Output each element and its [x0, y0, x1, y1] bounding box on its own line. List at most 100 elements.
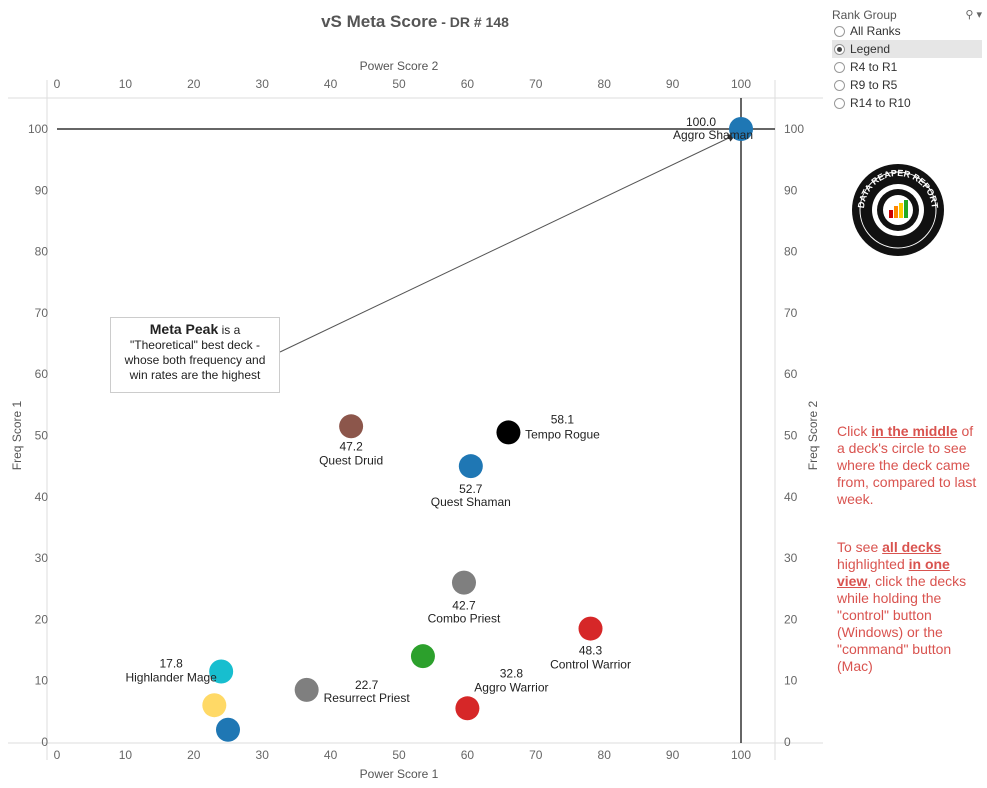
point-score-label: 100.0 — [686, 115, 716, 129]
data-point[interactable] — [458, 454, 483, 479]
filter-option-label: R9 to R5 — [850, 78, 898, 92]
radio-button[interactable] — [834, 97, 845, 109]
data-point[interactable] — [578, 616, 603, 641]
meta-peak-callout: Meta Peak is a "Theoretical" best deck -… — [110, 317, 280, 393]
radio-button[interactable] — [834, 79, 845, 91]
y-tick-label-right: 50 — [784, 429, 798, 443]
y-tick-label-right: 90 — [784, 183, 798, 197]
data-point[interactable] — [209, 659, 234, 684]
point-name-label: Combo Priest — [428, 612, 501, 626]
filter-option[interactable]: R14 to R10 — [832, 94, 982, 112]
filter-option-label: All Ranks — [850, 24, 901, 38]
x-tick-label-top: 70 — [529, 77, 543, 91]
point-score-label: 42.7 — [452, 599, 476, 613]
filter-option[interactable]: R9 to R5 — [832, 76, 982, 94]
filter-header: Rank Group ⚲ ▾ — [832, 8, 982, 22]
x-tick-label-bottom: 30 — [256, 748, 270, 762]
data-point[interactable] — [410, 644, 435, 669]
x-tick-label-bottom: 20 — [187, 748, 201, 762]
dropdown-icon[interactable]: ▾ — [976, 9, 982, 21]
search-icon[interactable]: ⚲ — [965, 9, 974, 21]
data-point[interactable] — [451, 570, 476, 595]
x-tick-label-top: 60 — [461, 77, 475, 91]
note2-c: highlighted — [837, 556, 909, 572]
data-point[interactable] — [729, 117, 753, 141]
callout-line1: is a — [218, 323, 241, 337]
note1-c: of a deck's circle to see where the deck… — [837, 423, 977, 507]
y-tick-label-left: 20 — [35, 612, 49, 626]
y-tick-label-left: 50 — [35, 429, 49, 443]
y-tick-label-right: 30 — [784, 551, 798, 565]
click-instructions: Click in the middle of a deck's circle t… — [837, 423, 982, 508]
chart-title-sub: - DR # 148 — [437, 14, 509, 30]
data-point[interactable] — [202, 693, 227, 718]
y-tick-label-left: 90 — [35, 183, 49, 197]
y-axis-title: Freq Score 1 — [10, 400, 24, 470]
callout-line4: win rates are the highest — [129, 368, 261, 382]
point-name-label: Control Warrior — [550, 658, 631, 672]
y-tick-label-left: 40 — [35, 490, 49, 504]
y-tick-label-left: 80 — [35, 245, 49, 259]
filter-icons: ⚲ ▾ — [965, 8, 982, 22]
point-name-label: Tempo Rogue — [525, 427, 600, 441]
x-tick-label-top: 40 — [324, 77, 338, 91]
y-tick-label-right: 40 — [784, 490, 798, 504]
y-tick-label-right: 100 — [784, 122, 804, 136]
data-reaper-logo: DATA REAPER REPORT — [852, 164, 944, 256]
point-score-label: 17.8 — [159, 657, 183, 671]
x-tick-label-top: 10 — [119, 77, 133, 91]
x-tick-label-top: 20 — [187, 77, 201, 91]
x-tick-label-top: 30 — [256, 77, 270, 91]
y-tick-label-right: 20 — [784, 612, 798, 626]
y-tick-label-right: 70 — [784, 306, 798, 320]
x-tick-label-bottom: 40 — [324, 748, 338, 762]
rank-group-filter: Rank Group ⚲ ▾ All Ranks Legend R4 to R1 R9… — [832, 8, 982, 112]
y2-axis-title: Freq Score 2 — [806, 400, 820, 470]
y-tick-label-right: 10 — [784, 674, 798, 688]
data-point[interactable] — [496, 420, 521, 445]
y-tick-label-left: 100 — [28, 122, 48, 136]
point-score-label: 47.2 — [339, 439, 363, 453]
callout-line3: whose both frequency and — [124, 353, 266, 367]
x-tick-label-bottom: 0 — [54, 748, 61, 762]
x-tick-label-top: 90 — [666, 77, 680, 91]
y-tick-label-left: 70 — [35, 306, 49, 320]
radio-button[interactable] — [834, 43, 845, 55]
x-tick-label-top: 50 — [392, 77, 406, 91]
filter-option[interactable]: Legend — [832, 40, 982, 58]
x-tick-label-bottom: 90 — [666, 748, 680, 762]
filter-options: All Ranks Legend R4 to R1 R9 to R5 R14 to R1… — [832, 22, 982, 112]
data-point[interactable] — [455, 696, 480, 721]
point-name-label: Quest Druid — [319, 453, 383, 467]
filter-option[interactable]: R4 to R1 — [832, 58, 982, 76]
radio-button[interactable] — [834, 61, 845, 73]
y-tick-label-right: 80 — [784, 245, 798, 259]
x-tick-label-bottom: 100 — [731, 748, 751, 762]
point-score-label: 48.3 — [579, 644, 603, 658]
data-point[interactable] — [216, 717, 240, 742]
filter-option[interactable]: All Ranks — [832, 22, 982, 40]
point-name-label: Quest Shaman — [431, 495, 511, 509]
note2-d: in one view — [837, 556, 950, 589]
x-tick-label-top: 0 — [54, 77, 61, 91]
y-tick-label-right: 0 — [784, 735, 791, 749]
x-tick-label-bottom: 60 — [461, 748, 475, 762]
point-score-label: 52.7 — [459, 482, 483, 496]
point-name-label: Highlander Mage — [125, 671, 217, 685]
note2-e: , click the decks while holding the "con… — [837, 573, 967, 674]
filter-option-label: R14 to R10 — [850, 96, 911, 110]
data-point[interactable] — [339, 414, 364, 439]
scatter-plot: 0010102020303040405050606070708080909010… — [8, 59, 823, 781]
data-point[interactable] — [294, 677, 319, 702]
y-tick-label-left: 0 — [41, 735, 48, 749]
point-name-label: Resurrect Priest — [324, 691, 411, 705]
filter-option-label: R4 to R1 — [850, 60, 898, 74]
radio-button[interactable] — [834, 25, 845, 37]
x-tick-label-bottom: 10 — [119, 748, 133, 762]
x2-axis-title: Power Score 2 — [360, 59, 439, 73]
point-name-label: Aggro Warrior — [474, 680, 548, 694]
filter-option-label: Legend — [850, 42, 891, 56]
filter-title: Rank Group — [832, 8, 897, 22]
meta-peak-arrow — [279, 134, 736, 353]
y-tick-label-left: 60 — [35, 367, 49, 381]
